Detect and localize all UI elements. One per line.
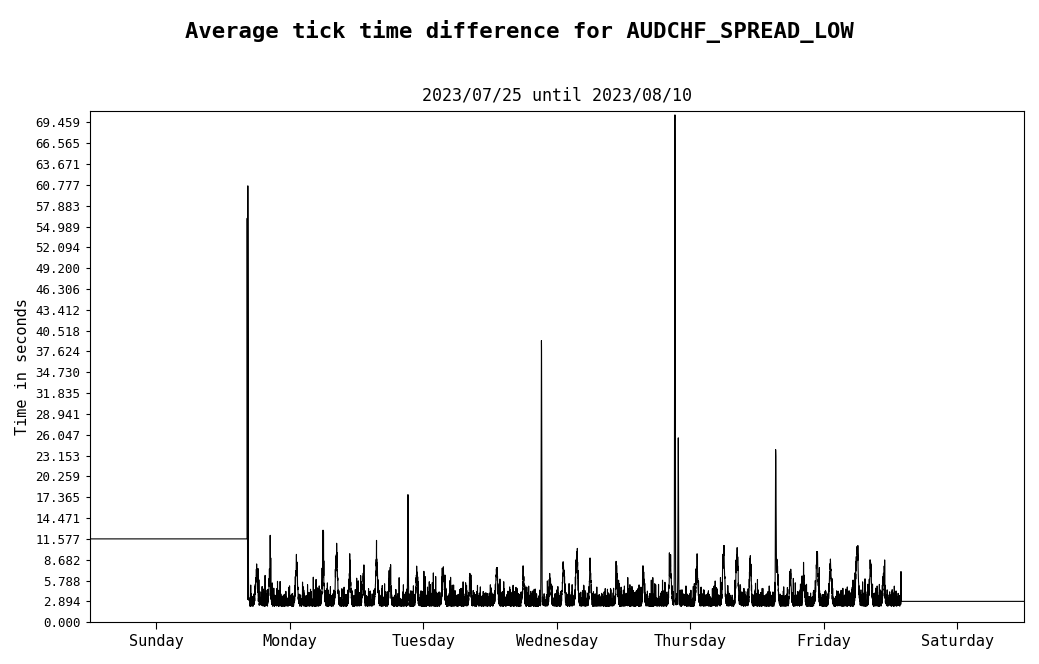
Text: Average tick time difference for AUDCHF_SPREAD_LOW: Average tick time difference for AUDCHF_… (185, 20, 854, 43)
Title: 2023/07/25 until 2023/08/10: 2023/07/25 until 2023/08/10 (422, 86, 692, 104)
Y-axis label: Time in seconds: Time in seconds (15, 298, 30, 435)
